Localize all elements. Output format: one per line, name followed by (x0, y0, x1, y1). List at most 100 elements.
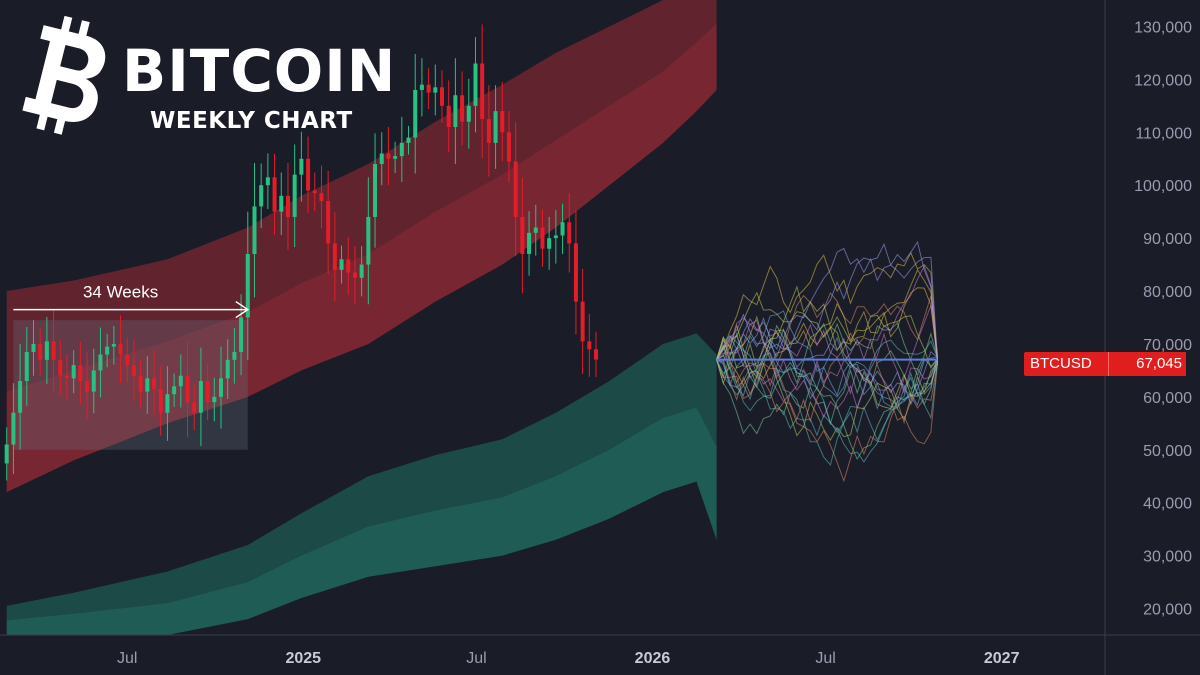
candle-body (178, 375, 183, 387)
candle-body (486, 119, 491, 143)
candle-body (44, 341, 49, 360)
projection-path (716, 322, 938, 400)
projection-path (716, 287, 939, 379)
candle-body (413, 89, 418, 138)
projection-path (716, 310, 939, 408)
candle-body (527, 232, 532, 254)
range-box (13, 320, 248, 450)
candle-body (185, 375, 190, 403)
candle-body (594, 349, 599, 360)
candle-body (346, 259, 351, 273)
candle-body (292, 174, 297, 217)
candle-body (480, 63, 485, 120)
candle-body (11, 412, 16, 445)
candle-body (4, 444, 9, 464)
candle-body (473, 63, 478, 106)
candle-body (306, 158, 311, 191)
duration-arrow: 34 Weeks (13, 283, 250, 319)
candle-body (446, 105, 451, 127)
candle-body (245, 254, 250, 318)
candle-body (192, 402, 197, 413)
candle-body (279, 195, 284, 212)
y-tick-label: 60,000 (1143, 390, 1192, 407)
candle-body (252, 206, 257, 254)
y-tick-label: 40,000 (1143, 496, 1192, 513)
candle-body (399, 142, 404, 157)
x-tick-label: 2025 (285, 650, 321, 667)
x-tick-label: Jul (117, 650, 137, 667)
candle-body (18, 381, 23, 413)
candle-body (91, 370, 96, 392)
x-tick-label: Jul (466, 650, 486, 667)
candle-body (533, 227, 538, 233)
candle-body (118, 343, 123, 355)
candle-body (31, 343, 36, 352)
candle-body (326, 201, 331, 244)
x-tick-label: 2026 (635, 650, 671, 667)
lower-band-inner (6, 407, 717, 635)
candle-body (386, 153, 391, 159)
projection-path (716, 285, 939, 410)
candle-body (426, 84, 431, 93)
candle-body (332, 243, 337, 270)
candle-body (339, 259, 344, 270)
candle-body (265, 177, 270, 186)
candle-body (24, 351, 29, 381)
candle-body (433, 87, 438, 93)
candle-body (366, 216, 371, 265)
brand-header: BITCOIN WEEKLY CHART (18, 14, 418, 144)
candle-body (218, 378, 224, 397)
y-tick-label: 50,000 (1143, 443, 1192, 460)
candle-body (51, 341, 56, 360)
candle-body (560, 222, 565, 236)
candle-body (439, 87, 445, 106)
candle-body (172, 386, 177, 395)
candle-body (506, 132, 511, 162)
candle-body (259, 185, 264, 207)
candlestick-series (4, 24, 599, 481)
candle-body (165, 394, 170, 413)
candle-body (285, 195, 290, 217)
candle-body (131, 365, 136, 376)
candle-body (212, 396, 217, 403)
candle-body (78, 365, 83, 381)
candle-body (85, 381, 90, 392)
projection-path (716, 305, 939, 402)
monte-carlo-projection (716, 240, 939, 483)
candle-body (198, 381, 203, 413)
y-tick-label: 90,000 (1143, 231, 1192, 248)
y-tick-label: 80,000 (1143, 284, 1192, 301)
candle-body (453, 95, 458, 127)
candle-body (225, 359, 230, 379)
candle-body (152, 378, 157, 389)
y-tick-label: 20,000 (1143, 602, 1192, 619)
candle-body (299, 158, 304, 175)
candle-body (319, 193, 324, 202)
candle-body (205, 381, 210, 403)
candle-body (567, 222, 572, 244)
candle-body (232, 351, 237, 360)
projection-path (716, 251, 939, 363)
candle-body (500, 111, 505, 133)
candle-body (493, 111, 498, 143)
candle-body (573, 243, 578, 302)
y-tick-label: 70,000 (1143, 337, 1192, 354)
candle-body (38, 343, 43, 360)
projection-path (716, 268, 939, 387)
candle-body (540, 227, 545, 249)
candle-body (466, 105, 471, 122)
candle-body (460, 95, 465, 122)
price-label-symbol: BTCUSD (1024, 352, 1108, 376)
candle-body (513, 161, 518, 217)
projection-path (716, 315, 938, 442)
candle-body (98, 354, 103, 371)
candle-body (547, 238, 552, 249)
candle-body (272, 177, 277, 212)
candle-body (580, 301, 585, 342)
projection-path (716, 352, 939, 442)
x-tick-label: 2027 (984, 650, 1020, 667)
price-label: BTCUSD 67,045 (1024, 352, 1186, 376)
arrow-head (235, 300, 250, 319)
